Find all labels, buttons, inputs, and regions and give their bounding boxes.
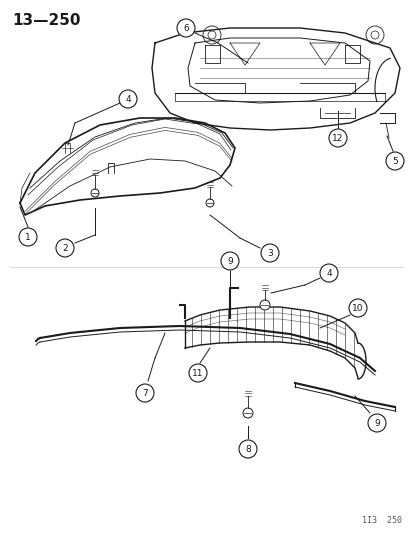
- Circle shape: [136, 384, 154, 402]
- Text: 9: 9: [227, 256, 232, 265]
- Circle shape: [119, 90, 137, 108]
- Circle shape: [319, 264, 337, 282]
- Text: 4: 4: [125, 94, 131, 103]
- Text: 1I3  250: 1I3 250: [361, 516, 401, 525]
- Text: 13—250: 13—250: [12, 13, 80, 28]
- Circle shape: [56, 239, 74, 257]
- Text: 6: 6: [183, 23, 188, 33]
- Text: 4: 4: [325, 269, 331, 278]
- Circle shape: [260, 244, 278, 262]
- Circle shape: [259, 300, 269, 310]
- Circle shape: [91, 189, 99, 197]
- Circle shape: [242, 408, 252, 418]
- Circle shape: [221, 252, 238, 270]
- Text: 12: 12: [332, 133, 343, 142]
- Text: 5: 5: [391, 157, 397, 166]
- Text: 1: 1: [25, 232, 31, 241]
- Circle shape: [367, 414, 385, 432]
- Text: 9: 9: [373, 418, 379, 427]
- Circle shape: [385, 152, 403, 170]
- Text: 7: 7: [142, 389, 147, 398]
- Circle shape: [177, 19, 195, 37]
- Text: 8: 8: [244, 445, 250, 454]
- Circle shape: [19, 228, 37, 246]
- Text: 11: 11: [192, 368, 203, 377]
- Text: 3: 3: [266, 248, 272, 257]
- Circle shape: [189, 364, 206, 382]
- Text: 10: 10: [351, 303, 363, 312]
- Circle shape: [238, 440, 256, 458]
- Text: 2: 2: [62, 244, 68, 253]
- Circle shape: [206, 199, 214, 207]
- Circle shape: [348, 299, 366, 317]
- Circle shape: [328, 129, 346, 147]
